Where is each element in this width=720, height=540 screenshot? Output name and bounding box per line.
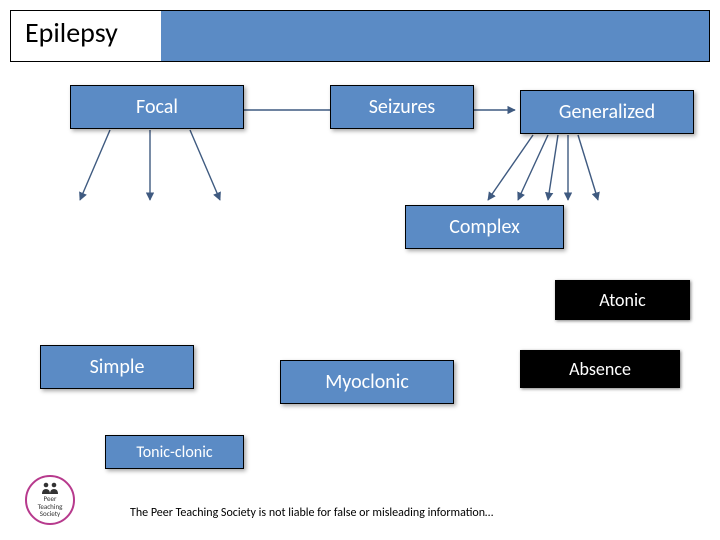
node-label: Absence bbox=[520, 358, 680, 380]
node-focal: Focal bbox=[70, 85, 244, 129]
node-absence: Absence bbox=[520, 350, 680, 388]
node-myoclonic: Myoclonic bbox=[280, 360, 454, 404]
logo: Peer Teaching Society bbox=[25, 475, 75, 525]
node-complex: Complex bbox=[405, 205, 564, 249]
page-title: Epilepsy bbox=[25, 15, 118, 50]
node-label: Generalized bbox=[559, 100, 655, 124]
title-accent bbox=[161, 11, 709, 61]
disclaimer: The Peer Teaching Society is not liable … bbox=[130, 506, 493, 520]
node-label: Myoclonic bbox=[325, 370, 409, 394]
node-atonic: Atonic bbox=[555, 280, 690, 320]
title-bar: Epilepsy bbox=[10, 10, 710, 62]
people-icon bbox=[41, 482, 59, 494]
node-seizures: Seizures bbox=[330, 85, 474, 129]
node-simple: Simple bbox=[40, 345, 194, 389]
node-label: Complex bbox=[449, 215, 520, 239]
node-label: Focal bbox=[136, 95, 178, 119]
node-label: Tonic-clonic bbox=[136, 443, 212, 462]
node-tonic-clonic: Tonic-clonic bbox=[105, 435, 244, 469]
node-label: Simple bbox=[90, 355, 145, 379]
node-generalized: Generalized bbox=[520, 90, 694, 134]
node-label: Atonic bbox=[555, 289, 690, 311]
logo-text-bottom: Teaching Society bbox=[27, 503, 73, 518]
node-label: Seizures bbox=[369, 95, 436, 119]
